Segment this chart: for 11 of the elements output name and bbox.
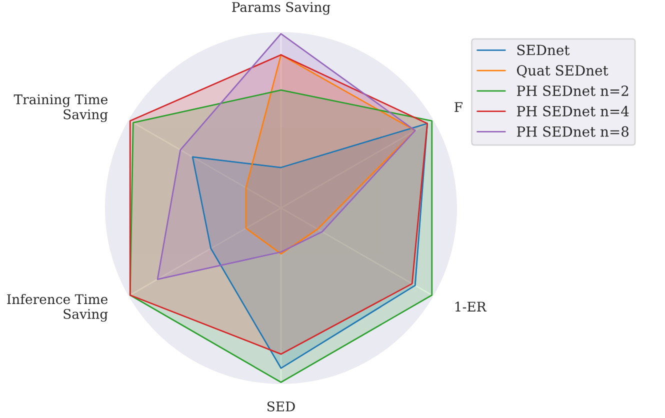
legend-label: SEDnet: [517, 44, 570, 56]
legend-label: PH SEDnet n=4: [516, 106, 629, 116]
spoke-label: 1-ER: [455, 302, 487, 312]
spoke-label: SED: [267, 401, 295, 412]
spoke-label: F: [454, 102, 462, 112]
spoke-label: Training Time Saving: [14, 94, 108, 122]
legend-label: PH SEDnet n=8: [516, 126, 629, 137]
legend-label: PH SEDnet n=2: [516, 86, 628, 96]
spoke-label: Params Saving: [232, 2, 330, 15]
spoke-label: Inference Time Saving: [7, 294, 108, 322]
legend-label: Quat SEDnet: [516, 65, 608, 78]
